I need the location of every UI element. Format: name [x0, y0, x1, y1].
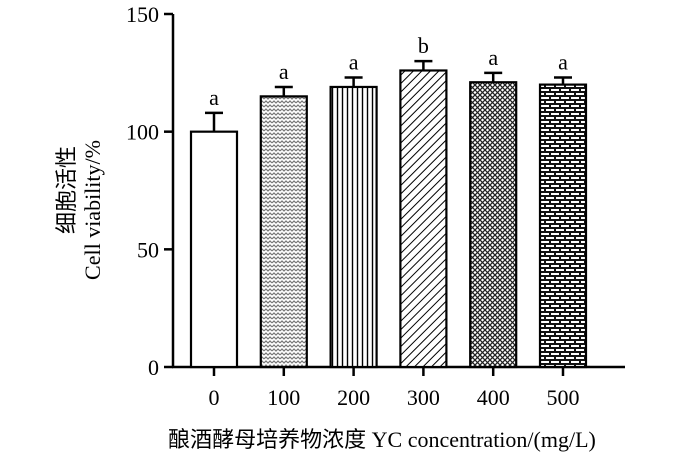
y-tick-label: 50 — [137, 237, 159, 262]
significance-label-200: a — [349, 50, 359, 75]
y-tick-label: 0 — [148, 355, 159, 380]
x-tick-label: 100 — [267, 385, 300, 410]
y-tick-label: 100 — [126, 120, 159, 145]
bar-0 — [189, 130, 239, 369]
significance-label-0: a — [209, 85, 219, 110]
x-tick-label: 300 — [407, 385, 440, 410]
y-tick-label: 150 — [126, 2, 159, 27]
significance-labels: a a a b a a — [209, 33, 568, 110]
bar-400 — [469, 81, 518, 369]
bar-100 — [259, 95, 308, 369]
significance-label-300: b — [418, 33, 429, 58]
error-bars — [205, 59, 572, 132]
x-tick-label: 200 — [337, 385, 370, 410]
x-tick-label: 500 — [547, 385, 580, 410]
x-axis-title: 酿酒酵母培养物浓度 YC concentration/(mg/L) — [168, 427, 596, 452]
bar-300 — [399, 69, 448, 369]
x-tick-label: 0 — [209, 385, 220, 410]
tick-labels: 0 50 100 150 0 100 200 300 400 500 — [126, 2, 580, 410]
x-tick-label: 400 — [477, 385, 510, 410]
bars — [189, 69, 588, 369]
significance-label-500: a — [558, 50, 568, 75]
bar-500 — [538, 83, 588, 369]
significance-label-100: a — [279, 59, 289, 84]
y-axis-title-chinese: 细胞活性 — [54, 146, 79, 234]
significance-label-400: a — [488, 45, 498, 70]
y-axis-title-english: Cell viability/% — [80, 140, 105, 280]
bar-200 — [329, 85, 378, 369]
